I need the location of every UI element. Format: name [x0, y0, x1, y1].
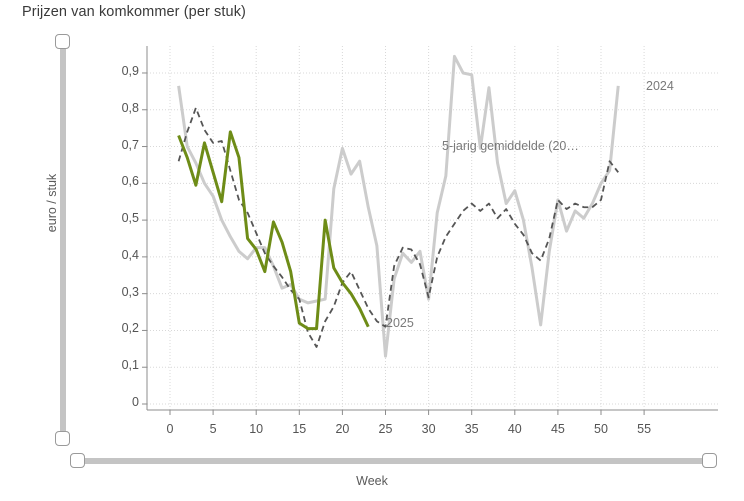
x-axis-tick-label: 20: [335, 422, 350, 436]
horizontal-range-slider[interactable]: [70, 452, 718, 472]
y-axis-tick-label: 0,4: [121, 247, 139, 262]
x-axis-tick-label: 40: [507, 422, 522, 436]
x-axis-tick-label: 50: [594, 422, 608, 436]
y-axis-tick-label: 0,9: [121, 63, 139, 78]
horizontal-slider-track[interactable]: [78, 458, 710, 464]
x-axis-tick-label: 25: [378, 422, 393, 436]
series-label-2025: 2025: [386, 316, 414, 330]
page-title: Prijzen van komkommer (per stuk): [22, 4, 246, 20]
x-axis-tick-label: 15: [292, 422, 307, 436]
x-axis-tick-label: 55: [637, 422, 652, 436]
y-axis-tick-label: 0,3: [121, 284, 139, 299]
horizontal-slider-handle-right[interactable]: [702, 453, 717, 468]
vertical-slider-track[interactable]: [60, 42, 66, 438]
x-axis-tick-label: 10: [249, 422, 264, 436]
y-axis-tick-label: 0,5: [121, 211, 139, 226]
series-line-5-jarig-gemiddelde-20: [177, 107, 619, 348]
vertical-slider-handle-bottom[interactable]: [55, 431, 70, 446]
series-label-2024: 2024: [646, 79, 674, 93]
vertical-range-slider[interactable]: [53, 34, 73, 446]
series-line-2025: [177, 130, 370, 331]
x-axis-tick-label: 30: [421, 422, 436, 436]
x-axis-tick-label: 45: [550, 422, 565, 436]
series-label-five-year-average: 5-jarig gemiddelde (20…: [442, 139, 579, 153]
y-axis-tick-label: 0,8: [121, 100, 139, 115]
series-line-2024: [177, 54, 620, 358]
x-axis-tick-label: 0: [166, 422, 174, 436]
y-axis-tick-label: 0,6: [121, 174, 139, 189]
horizontal-slider-handle-left[interactable]: [70, 453, 85, 468]
y-axis-tick-label: 0,2: [121, 321, 139, 336]
x-axis-title: Week: [356, 474, 388, 488]
x-axis-tick-label: 5: [209, 422, 217, 436]
x-axis-tick-label: 35: [464, 422, 479, 436]
vertical-slider-handle-top[interactable]: [55, 34, 70, 49]
y-axis-tick-label: 0,7: [121, 137, 139, 152]
y-axis-tick-label: 0: [132, 395, 139, 409]
y-axis-tick-label: 0,1: [121, 358, 139, 373]
